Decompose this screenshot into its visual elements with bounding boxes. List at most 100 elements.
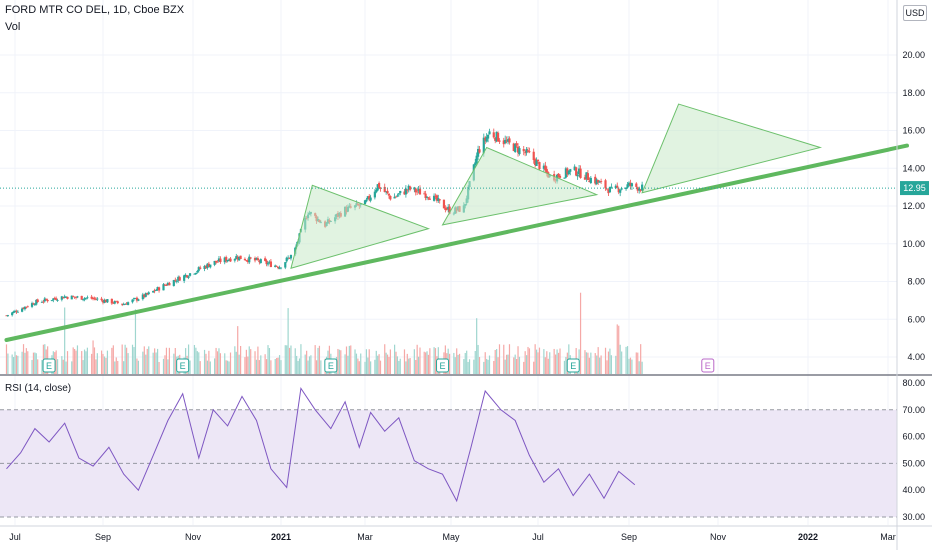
candle-body	[100, 298, 103, 301]
volume-bar	[625, 346, 627, 374]
currency-button[interactable]: USD	[903, 5, 927, 21]
candle-body	[607, 189, 610, 194]
candle-body	[368, 195, 371, 200]
candle-body	[363, 200, 367, 205]
candle-body	[56, 300, 59, 301]
volume-bar	[71, 361, 73, 374]
volume-bar	[240, 345, 242, 374]
volume-bar	[56, 359, 59, 374]
volume-bar	[21, 351, 23, 374]
candle-body	[122, 304, 125, 306]
volume-bar	[286, 345, 288, 374]
volume-bar	[635, 352, 637, 374]
volume-bar	[518, 356, 521, 374]
volume-bar	[640, 344, 642, 374]
candle-body	[538, 162, 541, 170]
candle-body	[94, 299, 98, 300]
candle-body	[183, 275, 186, 281]
candle-body	[284, 262, 287, 268]
volume-bar	[486, 358, 488, 374]
candle-body	[445, 209, 448, 210]
candle-body	[629, 182, 632, 186]
candle-body	[143, 294, 146, 297]
volume-bar	[638, 361, 640, 374]
candle-body	[259, 259, 262, 263]
volume-bar	[100, 350, 103, 374]
volume-bar	[448, 353, 451, 374]
volume-bar	[146, 348, 148, 374]
candle-body	[502, 140, 505, 145]
candle-body	[639, 189, 642, 191]
candle-body	[508, 138, 511, 143]
volume-bar	[205, 353, 207, 374]
candle-body	[563, 177, 566, 179]
candle-body	[569, 169, 572, 172]
volume-bar	[600, 355, 602, 374]
volume-bar	[137, 360, 140, 374]
volume-bar	[162, 358, 165, 374]
rsi-title: RSI (14, close)	[5, 383, 71, 394]
candle-body	[387, 193, 391, 196]
price-tick-label: 18.00	[902, 88, 925, 98]
volume-bar	[228, 361, 230, 374]
volume-bar	[155, 352, 157, 374]
candle-body	[155, 290, 158, 291]
volume-bar	[257, 346, 259, 374]
volume-bar	[463, 359, 465, 374]
candle-body	[626, 184, 629, 188]
candle-body	[269, 261, 273, 267]
volume-bar	[131, 344, 134, 374]
volume-bar	[494, 349, 496, 374]
volume-bar	[34, 352, 36, 374]
candle-body	[438, 199, 441, 201]
volume-bar	[483, 361, 485, 374]
volume-bar	[95, 359, 97, 374]
candle-body	[134, 298, 137, 299]
volume-bar	[621, 351, 623, 374]
candle-body	[417, 188, 420, 191]
candle-body	[60, 296, 63, 300]
candle-body	[106, 299, 109, 303]
candle-body	[484, 137, 487, 141]
volume-bar	[218, 348, 220, 374]
volume-bar	[304, 354, 306, 374]
candle-body	[588, 180, 591, 183]
candle-body	[172, 280, 175, 286]
volume-bar	[288, 347, 291, 374]
candle-body	[203, 266, 206, 270]
price-tick-label: 14.00	[902, 163, 925, 173]
last-price-badge	[900, 181, 929, 196]
candle-body	[641, 184, 644, 191]
candle-body	[126, 302, 130, 305]
candle-body	[101, 300, 105, 303]
volume-bar	[25, 348, 27, 374]
candle-body	[91, 298, 95, 300]
candle-body	[524, 152, 527, 154]
volume-bar	[588, 357, 590, 374]
volume-bar	[408, 358, 410, 374]
volume-bar	[66, 351, 69, 374]
candle-body	[219, 258, 222, 263]
candle-body	[162, 284, 165, 291]
candle-body	[113, 301, 116, 304]
candle-body	[177, 276, 180, 281]
volume-bar	[417, 356, 420, 374]
volume-bar	[377, 355, 379, 374]
volume-bar	[278, 355, 281, 374]
volume-bar	[75, 350, 77, 374]
volume-bar	[405, 361, 407, 374]
volume-bar	[250, 349, 252, 374]
volume-bar	[17, 355, 19, 374]
volume-bar	[276, 357, 278, 374]
support-trendline	[4, 143, 909, 343]
rsi-tick-label: 40.00	[902, 485, 925, 495]
candle-body	[492, 132, 495, 138]
candle-body	[165, 285, 168, 286]
candle-body	[197, 267, 200, 271]
volume-bar	[216, 351, 219, 374]
candle-body	[567, 170, 570, 175]
candle-body	[414, 188, 417, 193]
volume-bar	[91, 353, 93, 374]
